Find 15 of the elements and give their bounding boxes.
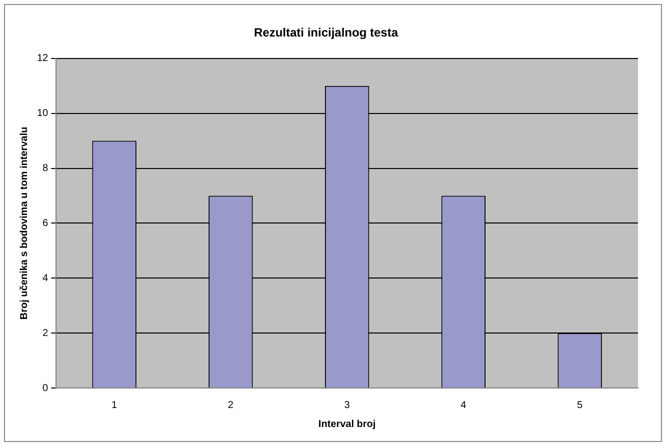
y-tick-label: 4: [42, 272, 49, 284]
chart-title: Rezultati inicijalnog testa: [254, 26, 398, 40]
x-axis-title: Interval broj: [318, 418, 376, 430]
y-tick-label: 6: [42, 218, 49, 229]
y-tick-label: 10: [37, 108, 49, 120]
x-tick-label: 1: [112, 400, 118, 411]
x-tick-label: 3: [344, 400, 350, 411]
y-tick-label: 2: [42, 328, 49, 339]
y-tick-label: 12: [37, 53, 49, 64]
y-tick-label: 8: [42, 163, 49, 174]
y-axis-title: Broj učenika s bodovima u tom intervalu: [18, 126, 30, 320]
x-tick-label: 5: [577, 400, 584, 411]
x-tick-label: 2: [228, 400, 234, 411]
y-tick-label: 0: [42, 382, 49, 394]
x-tick-label: 4: [460, 400, 467, 411]
